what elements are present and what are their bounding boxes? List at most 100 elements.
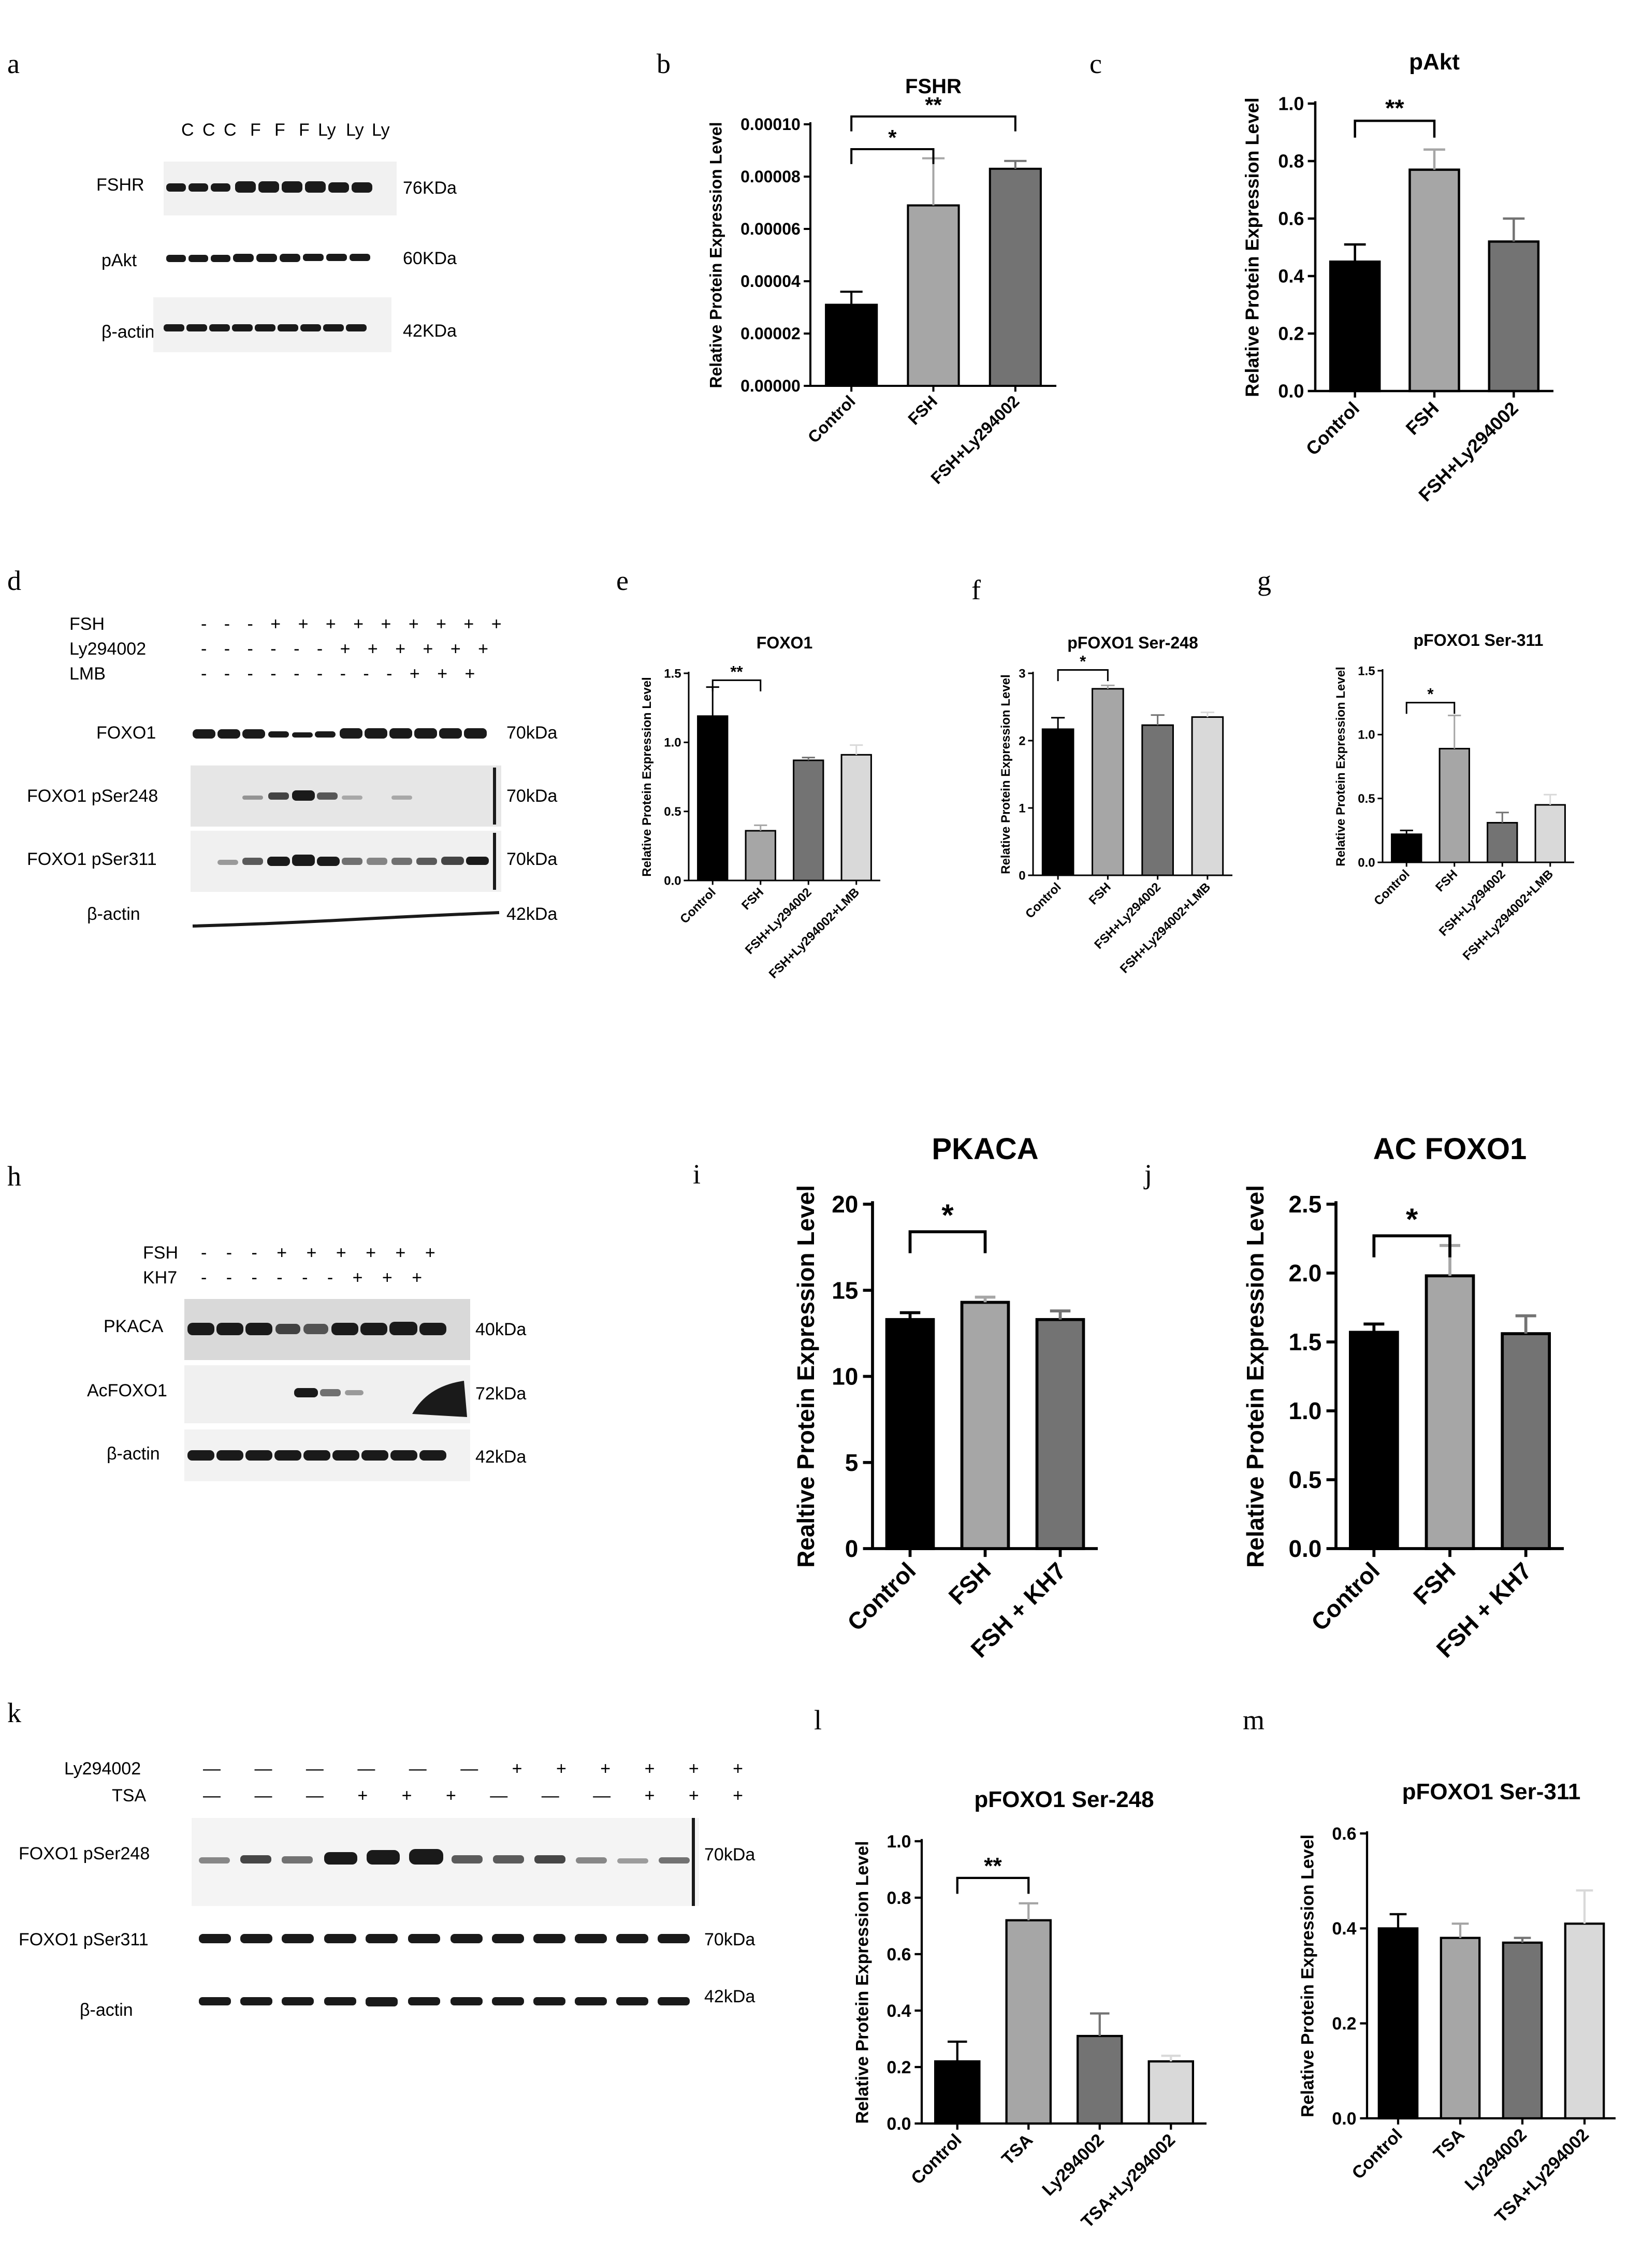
blot-strip bbox=[192, 1818, 699, 1906]
y-axis-label: Relative Protein Expression Level bbox=[640, 677, 654, 877]
y-tick-label: 2.5 bbox=[1288, 1191, 1321, 1218]
lane-label: C bbox=[224, 120, 237, 140]
western-blot-h: FSH - - - + + + + + + KH7 - - - - - - + … bbox=[0, 0, 570, 1502]
bar bbox=[1438, 747, 1470, 863]
blot-strip bbox=[166, 254, 370, 262]
chart-title: pFOXO1 Ser-311 bbox=[1402, 1779, 1581, 1804]
y-tick-label: 1.0 bbox=[664, 736, 681, 750]
bar bbox=[1487, 822, 1518, 863]
panel-letter-b: b bbox=[657, 48, 671, 79]
panel-letter-e: e bbox=[616, 565, 629, 596]
y-tick-label: 1 bbox=[1019, 801, 1025, 815]
significance-label: * bbox=[1406, 1202, 1418, 1237]
bar bbox=[825, 304, 878, 387]
y-tick-label: 0.4 bbox=[1332, 1919, 1356, 1939]
category-label: TSA bbox=[1430, 2125, 1469, 2164]
blot-kda-label: 60KDa bbox=[403, 249, 457, 268]
treatment-label: FSH bbox=[69, 614, 105, 634]
treatment-label: Ly294002 bbox=[64, 1759, 141, 1779]
y-tick-label: 0.0 bbox=[1278, 381, 1304, 402]
bar bbox=[907, 204, 960, 387]
y-tick-label: 1.0 bbox=[1358, 728, 1375, 742]
treatment-label: TSA bbox=[112, 1786, 147, 1805]
panel-letter-k: k bbox=[7, 1697, 21, 1728]
panel-letter-m: m bbox=[1243, 1704, 1265, 1736]
bar bbox=[1425, 1274, 1475, 1550]
y-axis-label: Relative Protein Expression Level bbox=[1298, 1834, 1318, 2117]
blot-row-label: β-actin bbox=[107, 1444, 160, 1464]
blot-kda-label: 42kDa bbox=[704, 1987, 755, 2006]
significance-bracket bbox=[1372, 1234, 1451, 1258]
significance-label: * bbox=[888, 125, 897, 150]
significance-label: ** bbox=[730, 662, 743, 681]
blot-row-label: β-actin bbox=[101, 322, 155, 342]
significance-bracket bbox=[1405, 702, 1456, 714]
blot-kda-label: 42kDa bbox=[475, 1447, 527, 1467]
y-tick-label: 2 bbox=[1019, 734, 1025, 748]
significance-label: * bbox=[1080, 653, 1086, 671]
y-axis-label: Relative Protein Expression Level bbox=[1242, 1185, 1269, 1568]
western-blot-k: Ly294002 — — — — — — + + + + + + TSA — —… bbox=[0, 0, 777, 2072]
blot-row-label: β-actin bbox=[87, 904, 140, 924]
bar bbox=[1408, 168, 1460, 393]
bar bbox=[1348, 1331, 1399, 1550]
y-tick-label: 5 bbox=[845, 1449, 859, 1476]
panel-letter-g: g bbox=[1257, 565, 1271, 596]
treatment-signs: — — — + + + — — — + + + bbox=[203, 1786, 758, 1805]
blot-kda-label: 70kDa bbox=[704, 1930, 755, 1949]
blot-row-label: FSHR bbox=[96, 175, 144, 195]
treatment-signs: - - - + + + + + + + + + bbox=[201, 614, 508, 634]
bar bbox=[1501, 1332, 1551, 1550]
treatment-signs: - - - + + + + + + bbox=[201, 1243, 443, 1263]
y-axis-label: Relative Protein Expression Level bbox=[853, 1841, 873, 2123]
y-tick-label: 0.00008 bbox=[740, 167, 801, 186]
bar bbox=[1564, 1923, 1605, 2120]
treatment-signs: - - - - - - - - - + + + bbox=[201, 664, 482, 684]
western-blot-d: FSH - - - + + + + + + + + + Ly294002 - -… bbox=[0, 0, 570, 984]
y-tick-label: 3 bbox=[1019, 667, 1025, 681]
blot-row-label: FOXO1 bbox=[96, 723, 156, 743]
significance-bracket bbox=[850, 148, 935, 164]
lane-label: Ly bbox=[318, 120, 336, 140]
y-tick-label: 0.0 bbox=[1332, 2109, 1356, 2129]
panel-letter-a: a bbox=[7, 48, 20, 79]
blot-strip bbox=[193, 728, 487, 739]
lane-label: C bbox=[181, 120, 194, 140]
panel-letter-i: i bbox=[693, 1159, 701, 1190]
blot-strip bbox=[191, 765, 501, 827]
blot-kda-label: 42kDa bbox=[506, 904, 558, 924]
y-axis-label: Relative Protein Expression Level bbox=[706, 122, 725, 388]
blot-strip bbox=[164, 162, 397, 215]
significance-label: ** bbox=[925, 93, 942, 117]
bar bbox=[1005, 1919, 1052, 2125]
blot-row-label: AcFOXO1 bbox=[87, 1381, 167, 1400]
significance-bracket bbox=[1354, 120, 1436, 138]
y-axis-label: Relative Protein Expression Level bbox=[1334, 667, 1348, 866]
lane-label: F bbox=[250, 120, 261, 140]
blot-strip bbox=[199, 1934, 690, 1943]
chart-title: pFOXO1 Ser-311 bbox=[1414, 631, 1544, 649]
panel-letter-c: c bbox=[1089, 48, 1102, 79]
y-tick-label: 0.5 bbox=[664, 805, 681, 819]
treatment-label: FSH bbox=[143, 1243, 178, 1263]
panel-letter-l: l bbox=[814, 1704, 822, 1736]
lane-label: F bbox=[274, 120, 285, 140]
significance-bracket bbox=[956, 1876, 1030, 1894]
blot-strip bbox=[191, 831, 501, 892]
bar bbox=[697, 715, 729, 882]
lane-label: Ly bbox=[372, 120, 390, 140]
y-tick-label: 0 bbox=[1019, 869, 1025, 883]
blot-kda-label: 70kDa bbox=[506, 786, 558, 806]
bar bbox=[1329, 261, 1381, 393]
bar bbox=[1377, 1927, 1419, 2120]
blot-strip bbox=[184, 1429, 470, 1481]
blot-strip bbox=[192, 911, 500, 928]
category-label: Control bbox=[1348, 2125, 1406, 2183]
bar bbox=[1092, 688, 1124, 876]
significance-bracket bbox=[908, 1230, 987, 1253]
